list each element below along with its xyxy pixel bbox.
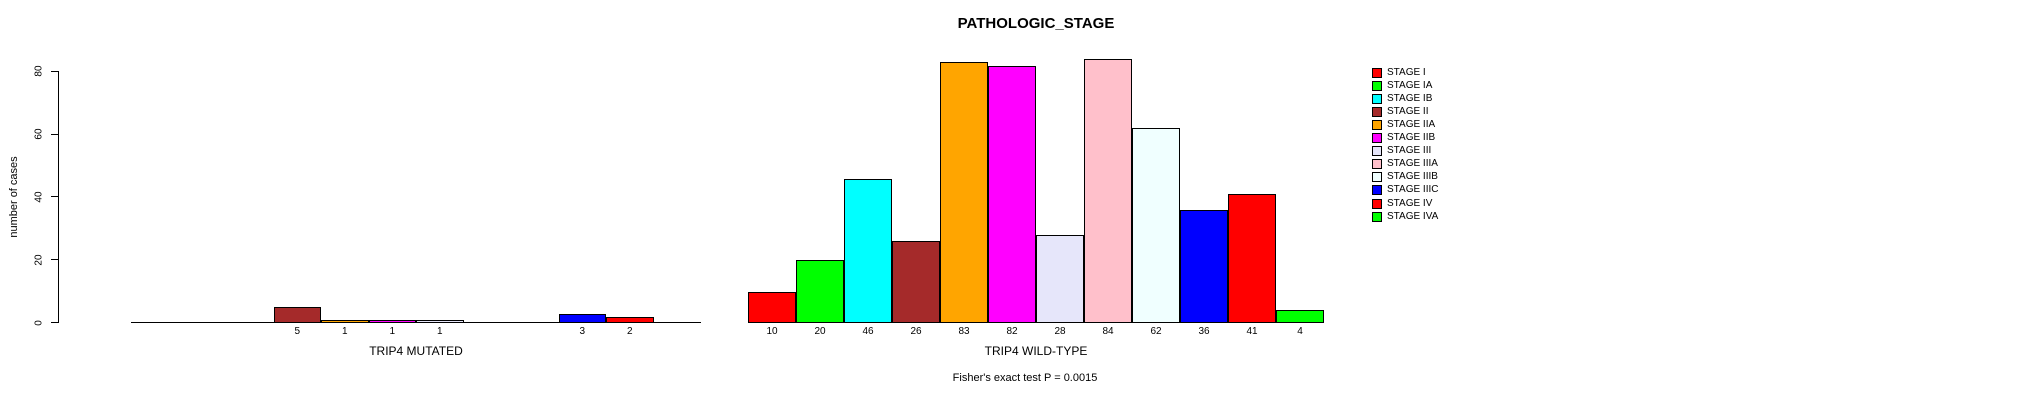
bar-trip4-wild-type-stage-iiic — [1180, 209, 1228, 323]
chart-title: PATHOLOGIC_STAGE — [957, 15, 1115, 32]
legend-swatch-stage-iia — [1372, 119, 1382, 130]
legend-swatch-stage-ii — [1372, 106, 1382, 117]
mutated-axis-label: TRIP4 MUTATED — [369, 344, 463, 358]
bar-trip4-wild-type-stage-ia — [796, 259, 844, 323]
bar-trip4-mutated-stage-iia — [321, 319, 369, 323]
x-axis-trip4-wild-type — [748, 322, 1324, 323]
legend-label-stage-iv: STAGE IV — [1387, 197, 1433, 209]
legend-label-stage-ib: STAGE IB — [1387, 92, 1433, 104]
y-tick-label: 60 — [33, 128, 45, 140]
legend-label-stage-iiic: STAGE IIIC — [1387, 184, 1439, 196]
legend-label-stage-ii: STAGE II — [1387, 105, 1429, 117]
bar-trip4-wild-type-stage-iiia — [1084, 58, 1132, 323]
bar-value-label: 84 — [1102, 326, 1114, 337]
bar-value-label: 26 — [910, 326, 922, 337]
bar-trip4-mutated-stage-iiic — [558, 313, 606, 323]
y-axis — [58, 71, 59, 323]
bar-trip4-wild-type-stage-iva — [1276, 309, 1324, 323]
legend-swatch-stage-iib — [1372, 133, 1382, 143]
bar-trip4-wild-type-stage-i — [748, 291, 796, 323]
legend-label-stage-ia: STAGE IA — [1387, 79, 1433, 91]
bar-value-label: 20 — [814, 326, 826, 337]
bar-value-label: 10 — [766, 326, 778, 337]
bar-value-label: 62 — [1150, 326, 1162, 337]
legend-swatch-stage-iv — [1372, 198, 1382, 209]
y-axis-label: number of cases — [8, 156, 20, 238]
y-tick — [51, 322, 58, 323]
bar-trip4-wild-type-stage-ii — [892, 240, 940, 323]
y-tick — [51, 70, 58, 72]
bar-trip4-wild-type-stage-iv — [1228, 193, 1276, 323]
legend-swatch-stage-ib — [1372, 93, 1382, 104]
legend-swatch-stage-iiib — [1372, 172, 1382, 183]
legend-label-stage-iia: STAGE IIA — [1387, 118, 1436, 130]
y-tick-label: 20 — [33, 254, 45, 266]
bar-value-label: 2 — [626, 326, 633, 337]
bar-value-label: 1 — [436, 326, 443, 337]
y-tick-label: 80 — [33, 65, 45, 77]
bar-trip4-wild-type-stage-iiib — [1132, 127, 1180, 323]
y-tick-label: 40 — [33, 191, 45, 203]
bar-trip4-wild-type-stage-ib — [844, 178, 892, 323]
y-tick — [51, 259, 58, 261]
fisher-test-annotation: Fisher's exact test P = 0.0015 — [952, 372, 1098, 384]
bar-value-label: 28 — [1054, 326, 1066, 337]
legend-swatch-stage-i — [1372, 67, 1382, 78]
y-tick — [51, 196, 58, 198]
bar-value-label: 3 — [579, 326, 586, 337]
bar-value-label: 4 — [1297, 326, 1303, 337]
bar-trip4-mutated-stage-iii — [416, 319, 464, 323]
bar-trip4-wild-type-stage-iii — [1036, 234, 1084, 323]
bar-trip4-wild-type-stage-iia — [940, 61, 988, 323]
wildtype-axis-label: TRIP4 WILD-TYPE — [984, 344, 1088, 358]
bar-value-label: 46 — [862, 326, 874, 337]
legend-swatch-stage-iii — [1372, 146, 1382, 157]
bar-value-label: 82 — [1006, 326, 1018, 337]
legend-label-stage-iib: STAGE IIB — [1387, 132, 1436, 143]
x-axis-trip4-mutated — [131, 322, 701, 323]
y-tick-label: 0 — [33, 319, 45, 326]
bar-value-label: 83 — [958, 326, 970, 337]
bar-value-label: 36 — [1198, 326, 1210, 337]
bar-trip4-mutated-stage-iv — [606, 316, 654, 323]
y-tick — [51, 133, 58, 135]
bar-trip4-mutated-stage-ii — [273, 306, 321, 323]
legend-swatch-stage-iva — [1372, 211, 1382, 222]
legend-swatch-stage-iiia — [1372, 159, 1382, 170]
bar-trip4-mutated-stage-iib — [368, 319, 416, 323]
legend-label-stage-iva: STAGE IVA — [1387, 210, 1439, 222]
legend-swatch-stage-iiic — [1372, 185, 1382, 196]
legend-label-stage-iiia: STAGE IIIA — [1387, 158, 1438, 170]
legend-label-stage-iii: STAGE III — [1387, 145, 1432, 157]
legend-label-stage-iiib: STAGE IIIB — [1387, 171, 1438, 183]
bar-value-label: 41 — [1246, 326, 1258, 337]
legend-swatch-stage-ia — [1372, 80, 1382, 91]
bar-value-label: 5 — [294, 326, 301, 337]
legend-label-stage-i: STAGE I — [1387, 66, 1426, 78]
bar-value-label: 1 — [389, 326, 396, 337]
bar-value-label: 1 — [341, 326, 348, 337]
bar-trip4-wild-type-stage-iib — [988, 65, 1036, 323]
